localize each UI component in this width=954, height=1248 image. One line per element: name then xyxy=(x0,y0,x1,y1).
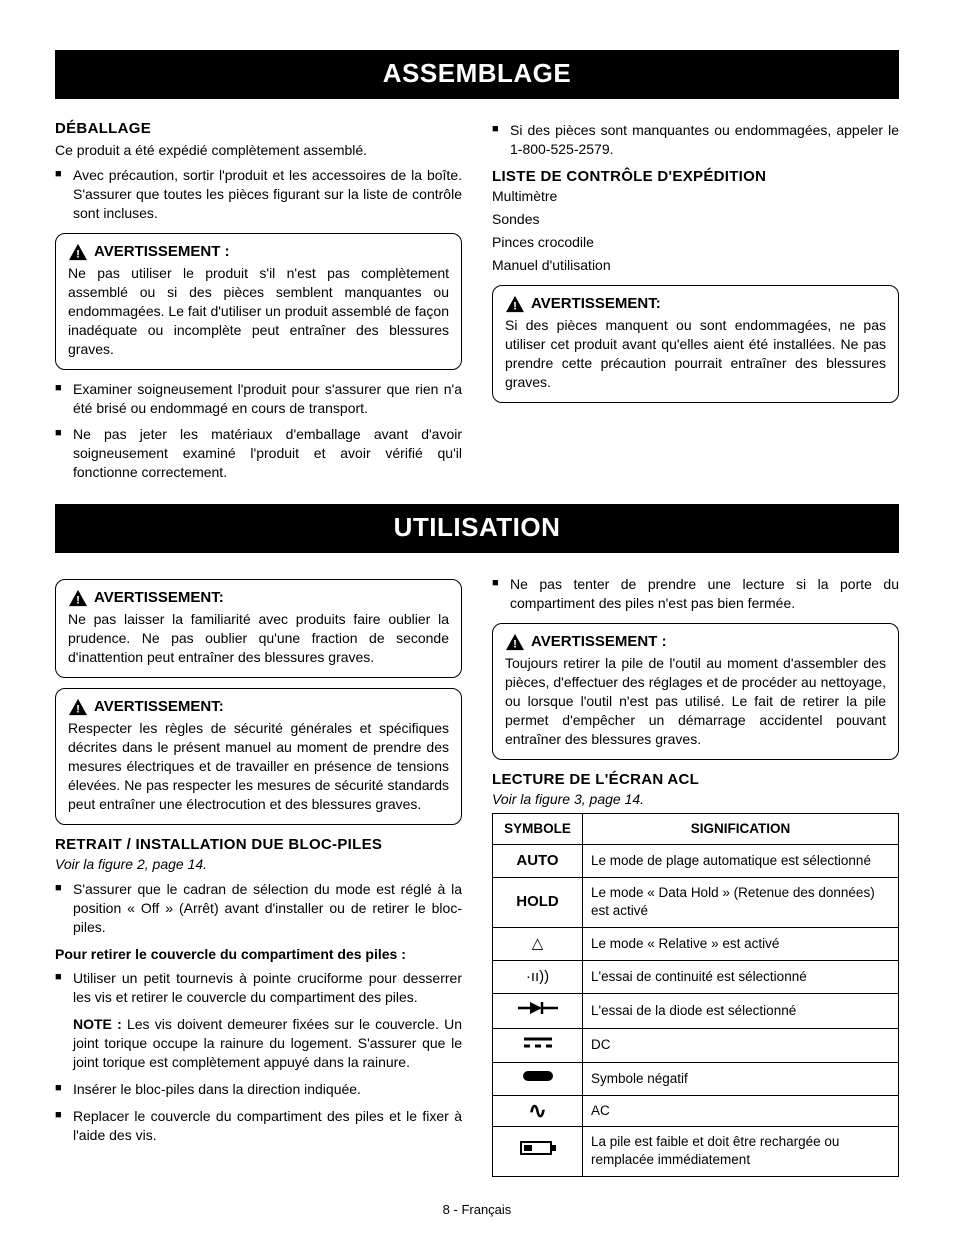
fig3-ref: Voir la figure 3, page 14. xyxy=(492,790,899,809)
table-row: L'essai de la diode est sélectionné xyxy=(493,994,899,1029)
negative-icon xyxy=(521,1069,555,1083)
fig2-ref: Voir la figure 2, page 14. xyxy=(55,855,462,874)
page-footer: 8 - Français xyxy=(55,1201,899,1219)
th-signification: SIGNIFICATION xyxy=(583,813,899,844)
warning-box-4: ! AVERTISSEMENT: Respecter les règles de… xyxy=(55,688,462,825)
sig-dc: DC xyxy=(583,1029,899,1062)
li-replacer: Replacer le couvercle du compartiment de… xyxy=(55,1107,462,1145)
table-header-row: SYMBOLE SIGNIFICATION xyxy=(493,813,899,844)
heading-liste: LISTE DE CONTRÔLE D'EXPÉDITION xyxy=(492,167,899,187)
table-row: La pile est faible et doit être rechargé… xyxy=(493,1127,899,1176)
assemblage-left-col: DÉBALLAGE Ce produit a été expédié compl… xyxy=(55,115,462,490)
utilisation-columns: ! AVERTISSEMENT: Ne pas laisser la famil… xyxy=(55,569,899,1176)
warning-1-title: AVERTISSEMENT : xyxy=(94,242,230,262)
sym-auto: AUTO xyxy=(493,845,583,878)
sig-relative: Le mode « Relative » est activé xyxy=(583,927,899,960)
shipping-list: Multimètre Sondes Pinces crocodile Manue… xyxy=(492,187,899,275)
sym-hold: HOLD xyxy=(493,878,583,927)
utilisation-left-col: ! AVERTISSEMENT: Ne pas laisser la famil… xyxy=(55,569,462,1176)
sym-negative xyxy=(493,1062,583,1095)
note-block: NOTE : Les vis doivent demeurer fixées s… xyxy=(73,1015,462,1072)
sym-continuity: ·ıı)) xyxy=(493,960,583,993)
list-item: Manuel d'utilisation xyxy=(492,256,899,275)
warning-3-title: AVERTISSEMENT: xyxy=(94,588,224,608)
li-utiliser: Utiliser un petit tournevis à pointe cru… xyxy=(55,969,462,1007)
bold-pourretirer: Pour retirer le couvercle du compartimen… xyxy=(55,945,462,964)
list-item: Pinces crocodile xyxy=(492,233,899,252)
warning-4-title: AVERTISSEMENT: xyxy=(94,697,224,717)
diode-icon xyxy=(518,1000,558,1016)
assemblage-columns: DÉBALLAGE Ce produit a été expédié compl… xyxy=(55,115,899,490)
li-nepastenter: Ne pas tenter de prendre une lecture si … xyxy=(492,575,899,613)
li-examiner: Examiner soigneusement l'produit pour s'… xyxy=(55,380,462,418)
heading-lecture: LECTURE DE L'ÉCRAN ACL xyxy=(492,770,899,790)
banner-utilisation: UTILISATION xyxy=(55,504,899,553)
li-sipieces: Si des pièces sont manquantes ou endomma… xyxy=(492,121,899,159)
li-precaution: Avec précaution, sortir l'produit et les… xyxy=(55,166,462,223)
warning-2-title: AVERTISSEMENT: xyxy=(531,294,661,314)
svg-text:!: ! xyxy=(513,639,517,651)
sym-diode xyxy=(493,994,583,1029)
table-row: ·ıı)) L'essai de continuité est sélectio… xyxy=(493,960,899,993)
warning-box-3: ! AVERTISSEMENT: Ne pas laisser la famil… xyxy=(55,579,462,678)
battery-icon xyxy=(518,1139,558,1157)
warning-3-body: Ne pas laisser la familiarité avec produ… xyxy=(68,610,449,667)
warning-2-header: ! AVERTISSEMENT: xyxy=(505,294,886,314)
warning-icon: ! xyxy=(68,243,88,261)
svg-text:!: ! xyxy=(76,595,80,607)
warning-icon: ! xyxy=(505,633,525,651)
table-row: △ Le mode « Relative » est activé xyxy=(493,927,899,960)
sig-ac: AC xyxy=(583,1095,899,1126)
sig-diode: L'essai de la diode est sélectionné xyxy=(583,994,899,1029)
symbols-table: SYMBOLE SIGNIFICATION AUTO Le mode de pl… xyxy=(492,813,899,1177)
table-row: DC xyxy=(493,1029,899,1062)
warning-5-header: ! AVERTISSEMENT : xyxy=(505,632,886,652)
sig-negative: Symbole négatif xyxy=(583,1062,899,1095)
warning-1-header: ! AVERTISSEMENT : xyxy=(68,242,449,262)
warning-3-header: ! AVERTISSEMENT: xyxy=(68,588,449,608)
banner-assemblage: ASSEMBLAGE xyxy=(55,50,899,99)
warning-icon: ! xyxy=(68,698,88,716)
dc-icon xyxy=(522,1035,554,1049)
sig-continuity: L'essai de continuité est sélectionné xyxy=(583,960,899,993)
warning-box-5: ! AVERTISSEMENT : Toujours retirer la pi… xyxy=(492,623,899,760)
table-row: AUTO Le mode de plage automatique est sé… xyxy=(493,845,899,878)
li-sassurer: S'assurer que le cadran de sélection du … xyxy=(55,880,462,937)
warning-5-title: AVERTISSEMENT : xyxy=(531,632,667,652)
table-row: ∿ AC xyxy=(493,1095,899,1126)
text-deballage-intro: Ce produit a été expédié complètement as… xyxy=(55,141,462,160)
assemblage-right-col: Si des pièces sont manquantes ou endomma… xyxy=(492,115,899,490)
sym-battery xyxy=(493,1127,583,1176)
warning-2-body: Si des pièces manquent ou sont endommagé… xyxy=(505,316,886,392)
warning-5-body: Toujours retirer la pile de l'outil au m… xyxy=(505,654,886,748)
warning-icon: ! xyxy=(505,295,525,313)
svg-text:!: ! xyxy=(76,249,80,261)
svg-text:!: ! xyxy=(513,301,517,313)
utilisation-right-col: Ne pas tenter de prendre une lecture si … xyxy=(492,569,899,1176)
note-body: Les vis doivent demeurer fixées sur le c… xyxy=(73,1016,462,1070)
svg-text:!: ! xyxy=(76,704,80,716)
table-row: HOLD Le mode « Data Hold » (Retenue des … xyxy=(493,878,899,927)
list-item: Multimètre xyxy=(492,187,899,206)
sym-dc xyxy=(493,1029,583,1062)
list-item: Sondes xyxy=(492,210,899,229)
warning-box-2: ! AVERTISSEMENT: Si des pièces manquent … xyxy=(492,285,899,403)
sig-hold: Le mode « Data Hold » (Retenue des donné… xyxy=(583,878,899,927)
warning-box-1: ! AVERTISSEMENT : Ne pas utiliser le pro… xyxy=(55,233,462,370)
heading-deballage: DÉBALLAGE xyxy=(55,119,462,139)
sym-ac: ∿ xyxy=(493,1095,583,1126)
warning-4-header: ! AVERTISSEMENT: xyxy=(68,697,449,717)
sym-triangle: △ xyxy=(493,927,583,960)
sig-battery: La pile est faible et doit être rechargé… xyxy=(583,1127,899,1176)
warning-4-body: Respecter les règles de sécurité général… xyxy=(68,719,449,813)
warning-1-body: Ne pas utiliser le produit s'il n'est pa… xyxy=(68,264,449,358)
li-inserer: Insérer le bloc-piles dans la direction … xyxy=(55,1080,462,1099)
table-row: Symbole négatif xyxy=(493,1062,899,1095)
th-symbole: SYMBOLE xyxy=(493,813,583,844)
li-nepasjeter: Ne pas jeter les matériaux d'emballage a… xyxy=(55,425,462,482)
sig-auto: Le mode de plage automatique est sélecti… xyxy=(583,845,899,878)
note-label: NOTE : xyxy=(73,1016,122,1032)
warning-icon: ! xyxy=(68,589,88,607)
heading-retrait: RETRAIT / INSTALLATION DUE BLOC-PILES xyxy=(55,835,462,855)
